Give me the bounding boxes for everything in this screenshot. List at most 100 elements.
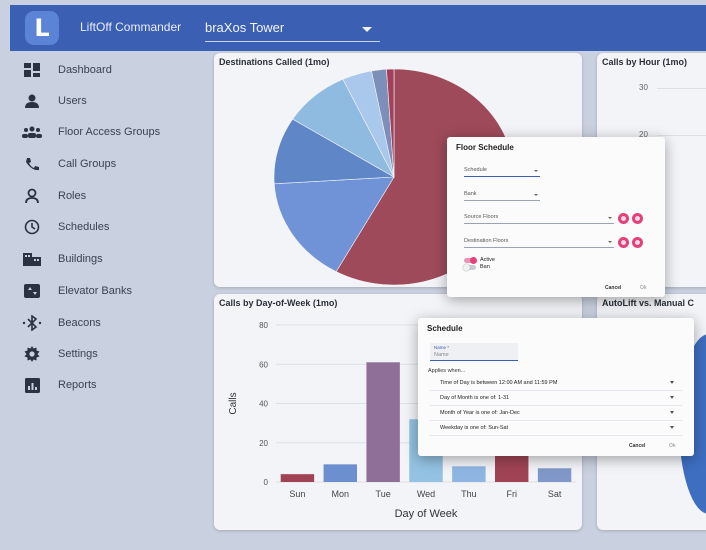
person-outline-icon	[22, 186, 42, 206]
sidebar-item-roles[interactable]: Roles	[0, 182, 210, 210]
sidebar-item-floor-access-groups[interactable]: Floor Access Groups	[0, 118, 210, 146]
report-icon	[22, 375, 42, 395]
field-placeholder: Bank	[464, 191, 477, 197]
destination-floors-select[interactable]: Destination Floors	[464, 236, 614, 248]
site-select-value: braXos Tower	[205, 20, 285, 35]
chevron-down-icon	[670, 381, 674, 384]
hour-tick-label: 30	[639, 83, 648, 92]
gridline	[657, 135, 706, 136]
sidebar: Dashboard Users Floor Access Groups Call…	[0, 51, 210, 550]
field-placeholder: Schedule	[464, 167, 487, 173]
sidebar-item-label: Call Groups	[58, 158, 117, 170]
sidebar-item-dashboard[interactable]: Dashboard	[0, 56, 210, 84]
cancel-button[interactable]: Cancel	[605, 285, 622, 291]
elevator-icon	[22, 281, 42, 301]
app-header: L LiftOff Commander braXos Tower	[10, 5, 706, 51]
destination-floors-clear-button[interactable]	[632, 237, 643, 248]
condition-text: Day of Month is one of: 1-31	[440, 395, 510, 401]
x-tick-label: Sat	[548, 489, 562, 499]
condition-text: Time of Day is between 12:00 AM and 11:5…	[440, 380, 558, 386]
destination-floors-edit-button[interactable]	[618, 237, 629, 248]
schedule-select[interactable]: Schedule	[464, 165, 540, 177]
sidebar-item-buildings[interactable]: Buildings	[0, 245, 210, 273]
card-title: Calls by Day-of-Week (1mo)	[219, 298, 338, 308]
bar	[280, 474, 315, 482]
sidebar-item-elevator-banks[interactable]: Elevator Banks	[0, 277, 210, 305]
phone-icon	[22, 154, 42, 174]
gridline	[657, 88, 706, 89]
building-icon	[22, 249, 42, 269]
card-title: Destinations Called (1mo)	[219, 57, 330, 67]
sidebar-item-users[interactable]: Users	[0, 87, 210, 115]
chevron-down-icon	[608, 217, 612, 219]
sidebar-item-label: Schedules	[58, 221, 110, 233]
dialog-title: Floor Schedule	[456, 143, 514, 152]
group-icon	[22, 122, 42, 142]
field-placeholder: Name	[434, 352, 449, 358]
x-axis-label: Day of Week	[395, 508, 458, 520]
bank-select[interactable]: Bank	[464, 189, 540, 201]
sidebar-item-label: Roles	[58, 190, 87, 202]
name-field[interactable]: Name * Name	[430, 343, 518, 361]
field-label: Name *	[434, 345, 450, 350]
field-placeholder: Source Floors	[464, 214, 499, 220]
ok-button[interactable]: Ok	[669, 443, 676, 449]
sidebar-item-label: Reports	[58, 379, 97, 391]
condition-text: Month of Year is one of: Jan-Dec	[440, 410, 520, 416]
sidebar-item-label: Dashboard	[58, 64, 112, 76]
chevron-down-icon	[534, 194, 538, 196]
chevron-down-icon	[608, 241, 612, 243]
chevron-down-icon	[534, 170, 538, 172]
bar	[323, 464, 357, 482]
sidebar-item-settings[interactable]: Settings	[0, 340, 210, 368]
pie-slice	[273, 118, 396, 185]
y-tick-label: 20	[259, 439, 268, 448]
condition-row[interactable]: Weekday is one of: Sun-Sat	[430, 421, 682, 436]
sidebar-item-label: Beacons	[58, 317, 101, 329]
x-tick-label: Wed	[417, 489, 435, 499]
x-tick-label: Mon	[332, 489, 350, 499]
sidebar-item-schedules[interactable]: Schedules	[0, 213, 210, 241]
y-tick-label: 60	[259, 360, 268, 369]
dashboard-icon	[22, 60, 42, 80]
y-tick-label: 80	[259, 321, 268, 330]
condition-row[interactable]: Day of Month is one of: 1-31	[430, 391, 682, 406]
site-select[interactable]: braXos Tower	[205, 16, 380, 42]
app-title: LiftOff Commander	[80, 20, 182, 34]
schedule-dialog: Schedule Name * Name Applies when... Tim…	[418, 318, 694, 456]
sidebar-item-call-groups[interactable]: Call Groups	[0, 150, 210, 178]
active-toggle[interactable]	[464, 257, 477, 264]
source-floors-clear-button[interactable]	[632, 213, 643, 224]
sidebar-item-beacons[interactable]: Beacons	[0, 309, 210, 337]
app-logo[interactable]: L	[25, 11, 59, 45]
sidebar-item-label: Elevator Banks	[58, 285, 132, 297]
destinations-pie-chart	[273, 68, 515, 286]
y-tick-label: 40	[259, 400, 268, 409]
bar	[537, 468, 572, 482]
floor-schedule-dialog: Floor Schedule Schedule Bank Source Floo…	[447, 137, 665, 297]
x-tick-label: Fri	[506, 489, 517, 499]
cancel-button[interactable]: Cancel	[629, 443, 646, 449]
bar	[366, 362, 400, 482]
source-floors-edit-button[interactable]	[618, 213, 629, 224]
x-tick-label: Thu	[461, 489, 477, 499]
condition-row[interactable]: Time of Day is between 12:00 AM and 11:5…	[430, 376, 682, 391]
card-title: AutoLift vs. Manual C	[602, 298, 694, 308]
sidebar-item-reports[interactable]: Reports	[0, 371, 210, 399]
toggle-label: Ban	[480, 264, 490, 270]
x-tick-label: Sun	[289, 489, 305, 499]
y-tick-label: 0	[264, 478, 269, 487]
source-floors-select[interactable]: Source Floors	[464, 212, 614, 224]
sidebar-item-label: Users	[58, 95, 87, 107]
chevron-down-icon	[362, 27, 372, 32]
card-title: Calls by Hour (1mo)	[602, 57, 688, 67]
field-placeholder: Destination Floors	[464, 238, 509, 244]
condition-row[interactable]: Month of Year is one of: Jan-Dec	[430, 406, 682, 421]
hour-tick-label: 20	[639, 130, 648, 139]
ban-toggle[interactable]	[463, 264, 476, 271]
ok-button[interactable]: Ok	[640, 285, 647, 291]
dialog-title: Schedule	[427, 324, 463, 333]
bar	[452, 466, 486, 482]
pie-slice	[273, 176, 395, 273]
sidebar-item-label: Floor Access Groups	[58, 126, 161, 138]
